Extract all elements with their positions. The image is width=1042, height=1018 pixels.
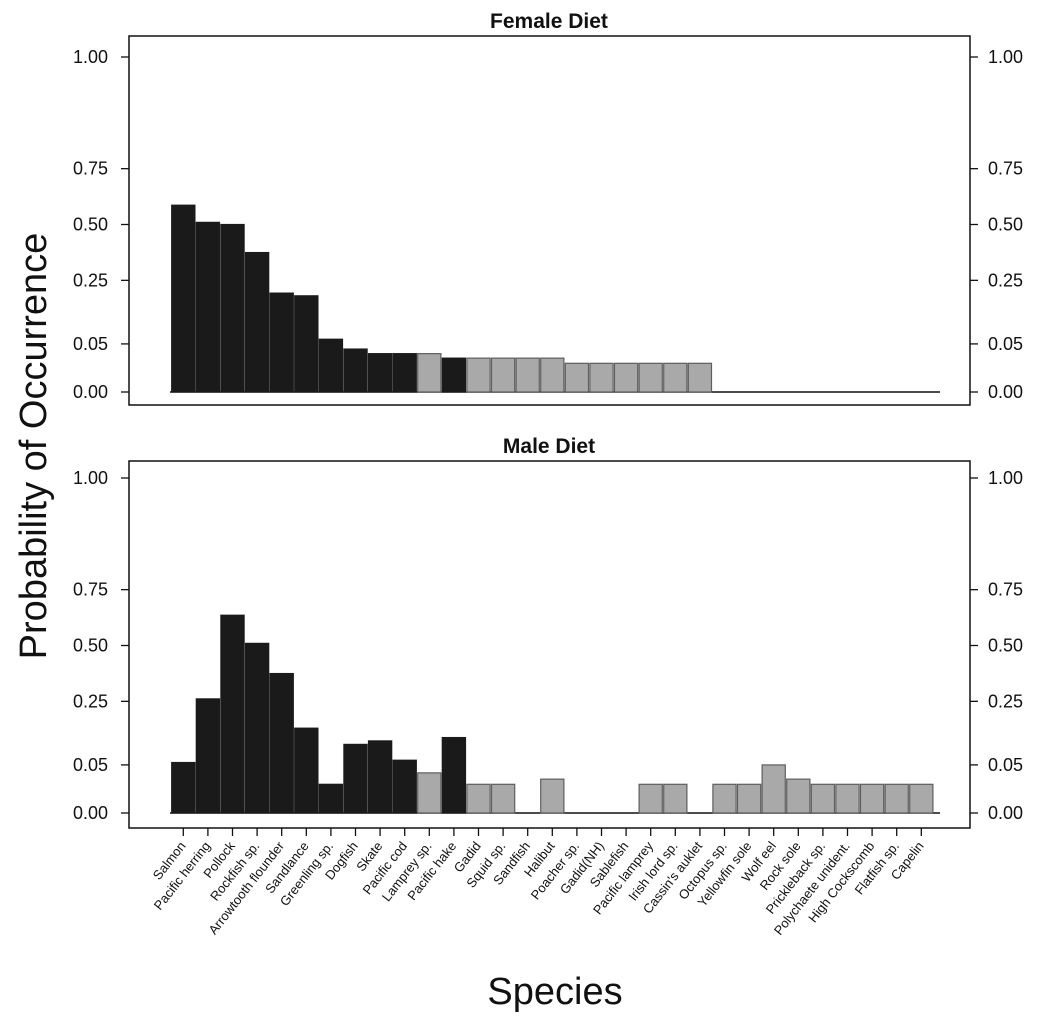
female-bar-lamprey-sp	[417, 353, 442, 393]
male-bar-irish-lord-sp	[663, 783, 688, 814]
male-y-tick-label-left: 0.50	[73, 636, 108, 656]
male-bar-lamprey-sp	[417, 772, 442, 814]
male-bar-rockfish-sp	[244, 642, 270, 814]
male-diet-panel: Male Diet 0.00 0.000.05 0.050.25 0.250.50 0.…	[73, 435, 1023, 829]
male-bar-gadid	[466, 783, 491, 814]
male-diet-frame	[128, 460, 971, 829]
female-bar-sandlance	[294, 295, 319, 393]
female-bar-arrowtooth-flounder	[269, 292, 294, 393]
female-bar-squid-sp	[490, 357, 516, 393]
female-y-tick-label-right: 0.00	[988, 382, 1023, 402]
male-bar-halibut	[540, 778, 565, 814]
female-bar-pacific-hake	[441, 357, 467, 393]
female-bar-pacific-lamprey	[638, 362, 663, 393]
female-bar-greenling-sp	[318, 338, 344, 393]
female-y-tick-label-right: 0.05	[988, 334, 1023, 354]
male-y-tick-label-left: 0.05	[73, 755, 108, 775]
male-bar-pacific-herring	[195, 698, 221, 814]
female-y-tick-label-left: 1.00	[73, 47, 108, 67]
male-y-tick-label-right: 0.50	[988, 636, 1023, 656]
female-bar-sandfish	[515, 357, 540, 393]
male-diet-y-axis: 0.00 0.00 0.05 0.05 0.25 0.25 0.50 0.50 0.75 0.75…	[73, 468, 1023, 823]
male-bar-greenling-sp	[318, 783, 344, 814]
female-diet-frame	[128, 35, 971, 406]
female-bar-pollock	[220, 223, 245, 393]
male-bar-flatfish-sp	[884, 783, 909, 814]
female-bar-rockfish-sp	[244, 251, 270, 393]
female-y-tick-label-right: 0.25	[988, 270, 1023, 290]
male-bar-salmon	[171, 761, 196, 814]
male-y-tick-label-right: 0.75	[988, 580, 1023, 600]
male-bar-high-cockscomb	[859, 783, 885, 814]
male-bar-octopus-sp	[712, 783, 737, 814]
male-diet-title: Male Diet	[503, 435, 595, 458]
female-bar-pacific-herring	[195, 221, 221, 393]
male-bar-skate	[367, 740, 393, 814]
male-bar-squid-sp	[490, 783, 516, 814]
male-bar-sandlance	[294, 727, 319, 814]
female-bar-gadid-nh	[589, 362, 614, 393]
male-y-tick-label-right: 0.00	[988, 803, 1023, 823]
male-bar-dogfish	[343, 743, 368, 814]
female-y-tick-label-left: 0.25	[73, 270, 108, 290]
x-axis-title: Species	[487, 971, 622, 1013]
male-bar-wolf-eel	[761, 764, 786, 814]
female-diet-panel: Female Diet 0.00 0.00 0.05 0.05 0.25 0.25 0.50…	[73, 10, 1023, 406]
female-bar-dogfish	[343, 348, 368, 393]
male-bar-pacific-cod	[392, 759, 417, 814]
female-diet-bars	[171, 204, 713, 393]
female-y-tick-label-right: 1.00	[988, 47, 1023, 67]
male-bar-pollock	[220, 614, 245, 814]
male-bar-prickleback-sp	[810, 783, 836, 814]
male-y-tick-label-left: 0.00	[73, 803, 108, 823]
male-bar-polychaete-unident	[835, 783, 860, 814]
male-bar-arrowtooth-flounder	[269, 672, 294, 814]
female-y-tick-label-right: 0.75	[988, 159, 1023, 179]
male-y-tick-label-right: 1.00	[988, 468, 1023, 488]
male-bar-pacific-lamprey	[638, 783, 663, 814]
male-y-tick-label-left: 0.75	[73, 580, 108, 600]
female-bar-skate	[367, 353, 393, 393]
female-y-tick-label-left: 0.50	[73, 215, 108, 235]
female-bar-halibut	[540, 357, 565, 393]
female-diet-title: Female Diet	[490, 10, 608, 33]
female-y-tick-label-left: 0.05	[73, 334, 108, 354]
male-bar-pacific-hake	[441, 736, 467, 814]
male-y-tick-label-right: 0.25	[988, 691, 1023, 711]
female-y-tick-label-left: 0.75	[73, 159, 108, 179]
female-y-tick-label-right: 0.50	[988, 215, 1023, 235]
female-diet-y-axis: 0.00 0.00 0.05 0.05 0.25 0.25 0.50 0.50 0.75 0.75…	[73, 47, 1023, 402]
female-y-tick-label-left: 0.00	[73, 382, 108, 402]
male-y-tick-label-right: 0.05	[988, 755, 1023, 775]
male-y-tick-label-left: 0.25	[73, 691, 108, 711]
female-bar-gadid	[466, 357, 491, 393]
male-y-tick-label-left: 1.00	[73, 468, 108, 488]
female-bar-poacher-sp	[564, 362, 590, 393]
female-bar-sablefish	[613, 362, 639, 393]
y-axis-title: Probability of Occurrence	[13, 233, 55, 660]
female-bar-salmon	[171, 204, 196, 393]
female-bar-irish-lord-sp	[663, 362, 688, 393]
male-bar-rock-sole	[786, 778, 811, 814]
male-bar-capelin	[909, 783, 934, 814]
female-bar-pacific-cod	[392, 353, 417, 393]
female-bar-cassin-s-auklet	[687, 362, 713, 393]
male-diet-bars	[171, 614, 934, 814]
male-bar-yellowfin-sole	[736, 783, 762, 814]
